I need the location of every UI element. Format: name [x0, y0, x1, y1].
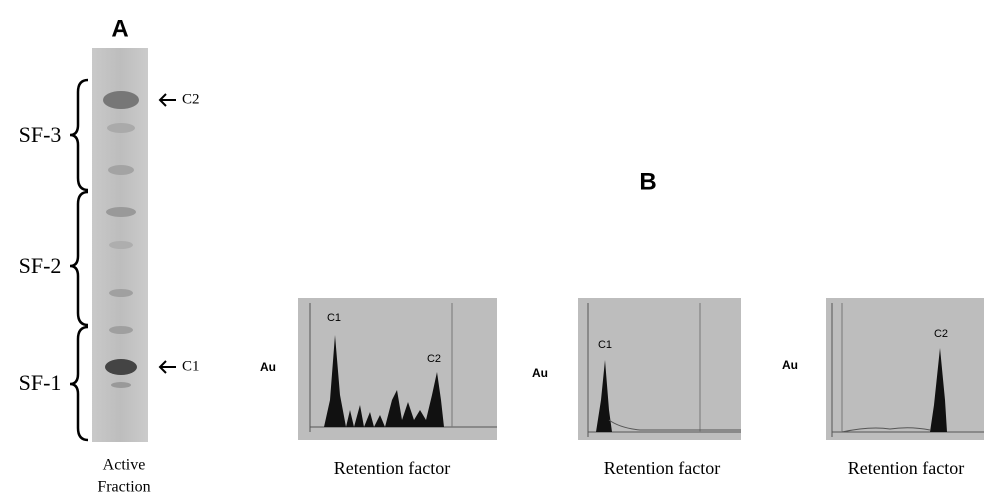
peak-label: C2 [934, 328, 948, 340]
y-axis-label: Au [260, 360, 276, 374]
tlc-lane [92, 48, 148, 442]
marker-label: C2 [182, 91, 200, 107]
braces [69, 78, 89, 442]
subfraction-label: SF-3 [19, 122, 62, 147]
densitogram [826, 298, 984, 440]
peak-label: C2 [427, 353, 441, 365]
densitogram [578, 298, 741, 440]
panel-label: A [111, 15, 128, 42]
x-axis-label: Retention factor [848, 458, 964, 478]
subfraction-label: SF-1 [19, 370, 62, 395]
marker-label: C1 [182, 358, 200, 374]
panel-label: B [639, 168, 656, 195]
arrows [158, 93, 176, 374]
y-axis-label: Au [782, 358, 798, 372]
lane-label: Fraction [97, 479, 150, 496]
lane-label: Active [103, 457, 146, 474]
densitogram [298, 298, 497, 440]
peak-label: C1 [598, 339, 612, 351]
y-axis-label: Au [532, 366, 548, 380]
subfraction-label: SF-2 [19, 253, 62, 278]
x-axis-label: Retention factor [604, 458, 720, 478]
x-axis-label: Retention factor [334, 458, 450, 478]
peak-label: C1 [327, 312, 341, 324]
